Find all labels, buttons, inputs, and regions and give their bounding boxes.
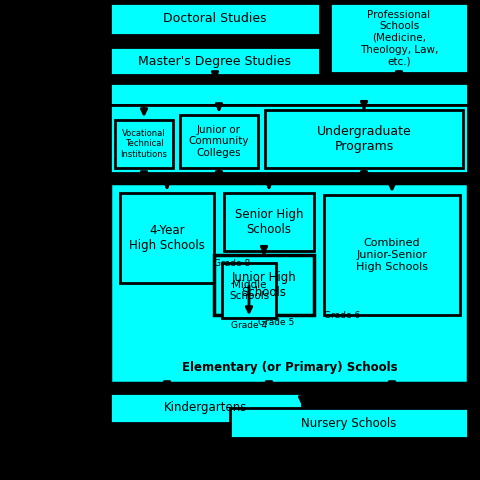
Text: Grade 4: Grade 4: [231, 321, 267, 330]
Text: Junior High
Schools: Junior High Schools: [232, 271, 296, 299]
Text: Senior High
Schools: Senior High Schools: [235, 208, 303, 236]
Text: Doctoral Studies: Doctoral Studies: [163, 12, 267, 25]
Text: Elementary (or Primary) Schools: Elementary (or Primary) Schools: [182, 361, 398, 374]
Bar: [110, 47, 320, 75]
Bar: [180, 115, 258, 168]
Text: Grade 8: Grade 8: [214, 259, 250, 267]
Text: Combined
Junior-Senior
High Schools: Combined Junior-Senior High Schools: [356, 239, 428, 272]
Bar: [110, 393, 302, 423]
Text: Middle
Schools: Middle Schools: [229, 280, 269, 301]
Text: Kindergartens: Kindergartens: [164, 401, 248, 415]
Text: Nursery Schools: Nursery Schools: [301, 417, 396, 430]
Text: 4-Year
High Schools: 4-Year High Schools: [129, 224, 205, 252]
Text: Grade 6: Grade 6: [324, 311, 360, 320]
Bar: [120, 193, 214, 283]
Bar: [324, 195, 460, 315]
Bar: [214, 255, 314, 315]
Bar: [110, 105, 468, 173]
Bar: [222, 263, 276, 318]
Bar: [330, 3, 468, 73]
Bar: [115, 120, 173, 168]
Text: Grade 5: Grade 5: [258, 318, 294, 327]
Text: Professional
Schools
(Medicine,
Theology, Law,
etc.): Professional Schools (Medicine, Theology…: [360, 10, 438, 66]
Bar: [110, 183, 468, 383]
Bar: [110, 83, 468, 105]
Bar: [230, 408, 468, 438]
Text: Vocational
Technical
Institutions: Vocational Technical Institutions: [120, 129, 168, 159]
Bar: [265, 110, 463, 168]
Text: Master's Degree Studies: Master's Degree Studies: [139, 55, 291, 68]
Bar: [224, 193, 314, 251]
Text: Junior or
Community
Colleges: Junior or Community Colleges: [189, 125, 249, 158]
Text: Undergraduate
Programs: Undergraduate Programs: [317, 125, 411, 153]
Bar: [110, 3, 320, 35]
